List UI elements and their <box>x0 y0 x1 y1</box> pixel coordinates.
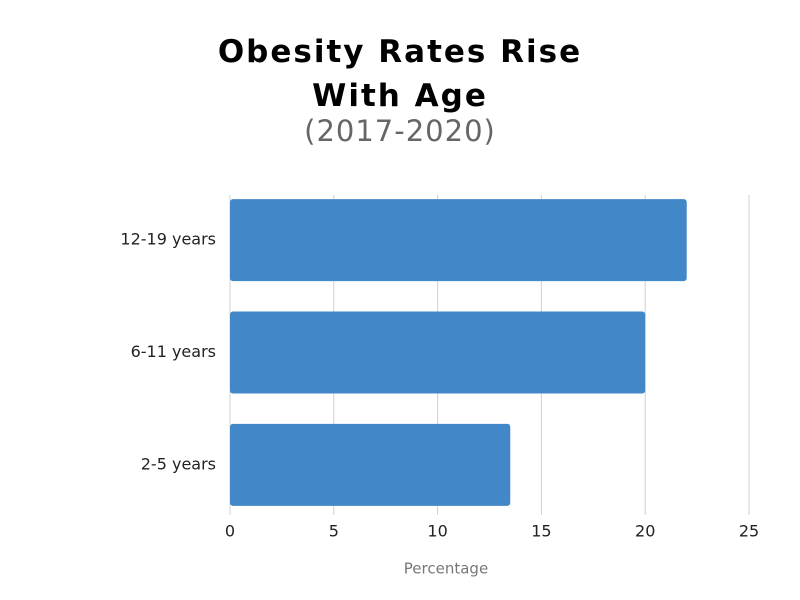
y-tick-label: 12-19 years <box>120 230 216 249</box>
x-axis-label: Percentage <box>404 560 488 578</box>
x-tick-label: 25 <box>739 522 759 541</box>
bar <box>230 311 646 394</box>
x-tick-label: 15 <box>531 522 551 541</box>
x-tick-label: 5 <box>329 522 339 541</box>
x-tick-label: 10 <box>427 522 447 541</box>
y-tick-label: 6-11 years <box>131 342 216 361</box>
bar <box>230 423 511 506</box>
x-tick-label: 20 <box>635 522 655 541</box>
bar <box>230 199 687 282</box>
chart-subtitle: (2017-2020) <box>304 114 496 148</box>
chart-title: Obesity Rates Rise With Age <box>217 34 583 114</box>
x-tick-label: 0 <box>225 522 235 541</box>
y-tick-label: 2-5 years <box>141 454 216 473</box>
